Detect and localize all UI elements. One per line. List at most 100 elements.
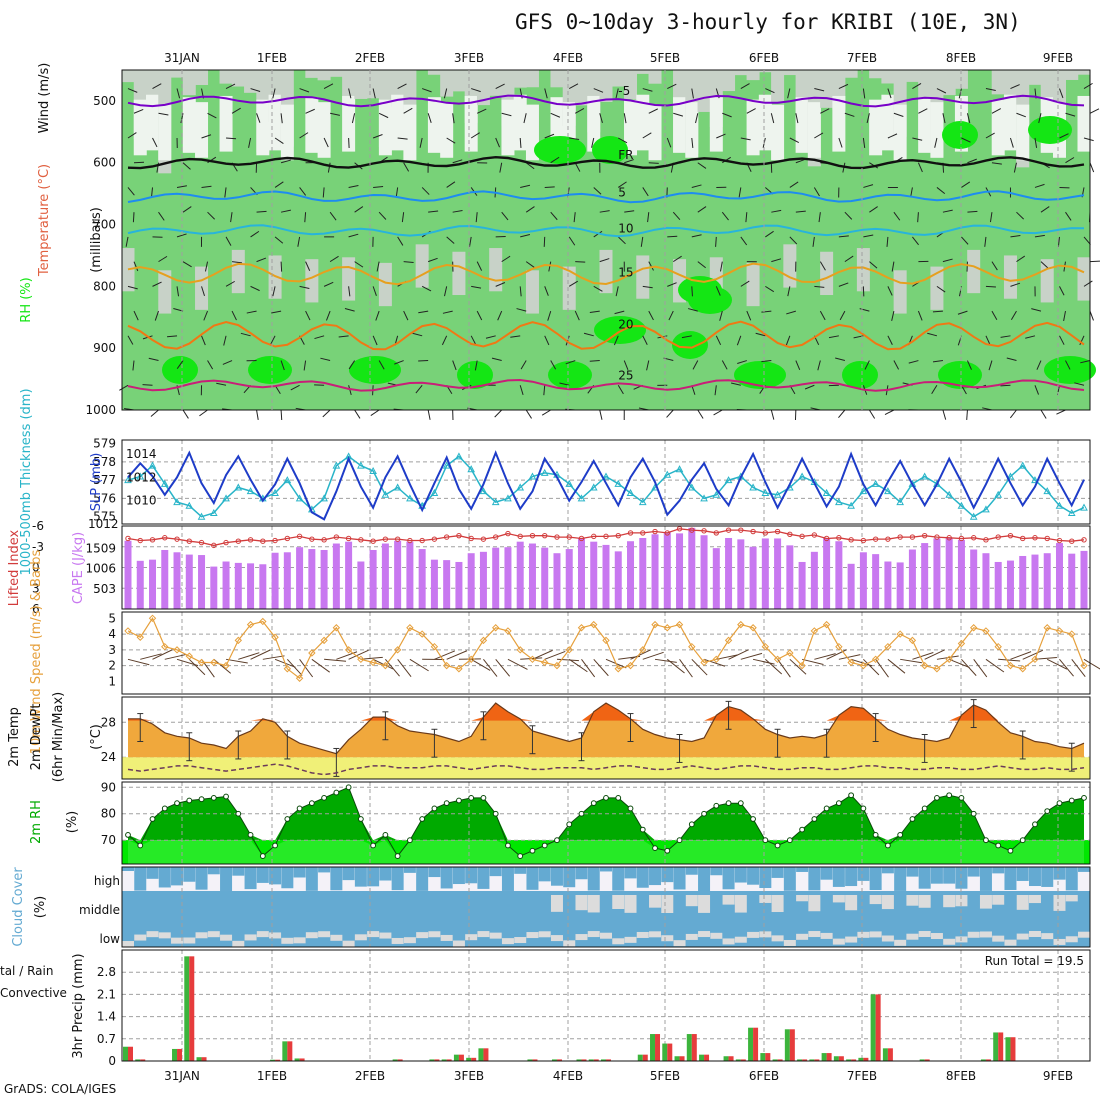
- cape-bar: [234, 562, 242, 609]
- wind-barb: [272, 286, 276, 297]
- precip-convective-bar: [642, 1054, 648, 1061]
- cloud-high-cell: [195, 867, 208, 890]
- cloud-high-cell: [158, 867, 171, 888]
- wind-speed-point: [504, 627, 512, 635]
- cape-bar: [259, 564, 267, 609]
- wind-barb: [154, 310, 159, 321]
- wind-barb: [569, 137, 580, 141]
- wind-barb: [599, 258, 610, 263]
- wind-speed-point: [234, 636, 243, 645]
- wind-barb: [623, 113, 627, 124]
- cloud-high-cell: [452, 867, 465, 885]
- lifted-index-point: [394, 536, 401, 542]
- cape-bar: [835, 541, 843, 609]
- cape-bar: [430, 559, 438, 609]
- cloud-low-gap: [820, 932, 833, 939]
- wind-barb-10m: [716, 654, 738, 660]
- wind-barb: [1089, 310, 1094, 321]
- wind-barb: [958, 88, 962, 99]
- precip-convective-bar: [740, 1059, 746, 1061]
- wind-barb: [351, 113, 356, 124]
- thickness-point: [234, 483, 243, 491]
- rh-very-dry-cell: [317, 102, 331, 158]
- cloud-low-gap: [636, 931, 649, 938]
- wind-speed-point: [1031, 655, 1039, 664]
- rh2-point: [333, 789, 340, 796]
- wind-barb: [250, 230, 260, 238]
- rh-dry-cell: [525, 70, 539, 88]
- wind-speed-point: [210, 658, 218, 667]
- cape-bar: [761, 538, 769, 609]
- lifted-index-point: [738, 527, 744, 533]
- rh2-point: [149, 816, 156, 822]
- cloud-low-gap: [575, 934, 588, 941]
- cape-bar: [406, 541, 414, 609]
- wind-barb-10m: [985, 658, 1005, 673]
- wind-barb: [329, 112, 340, 116]
- precip-total-bar: [270, 1059, 276, 1061]
- ytick-pressure: 500: [93, 94, 116, 108]
- wind-barb: [599, 113, 603, 124]
- cape-bar: [553, 553, 561, 609]
- thickness-line: [127, 455, 1085, 518]
- rh-very-dry-cell: [685, 102, 699, 158]
- lifted-index-point: [345, 535, 352, 542]
- wind-barb: [1000, 335, 1011, 338]
- rh-moist-blob: [734, 361, 786, 389]
- cape-bar: [381, 543, 389, 609]
- wind-speed-point: [442, 661, 451, 670]
- lifted-index-point: [174, 536, 180, 542]
- ytick-thickness: 576: [93, 491, 116, 505]
- cape-bar: [872, 554, 880, 609]
- lifted-index-point: [934, 534, 940, 540]
- rh-moist-blob: [842, 361, 878, 389]
- ytick-precip: 1.4: [97, 1010, 116, 1024]
- date-label-bottom: 6FEB: [749, 1069, 779, 1083]
- cloud-middle-gap: [661, 895, 674, 913]
- rh-dry-cell: [219, 70, 233, 84]
- precip-total-bar: [429, 1059, 435, 1061]
- precip-convective-bar: [667, 1043, 673, 1061]
- rh-moist-blob: [548, 361, 592, 389]
- wind-barb: [348, 137, 350, 149]
- lifted-index-point: [554, 534, 560, 540]
- isotherm-label-20: 20: [618, 317, 633, 331]
- wind-barb: [158, 112, 169, 116]
- rh2-point: [615, 794, 622, 801]
- rh2-ylabel: 2m RH: [29, 800, 44, 844]
- cloud-high-cell: [538, 867, 551, 882]
- cloud-middle-gap: [1065, 895, 1078, 902]
- cloud-low-gap: [979, 931, 992, 938]
- wind-barb: [697, 162, 707, 169]
- wind-barb: [722, 112, 732, 118]
- wind-barb: [932, 310, 943, 313]
- thickness-point: [589, 483, 598, 491]
- ytick-temp: 28: [101, 715, 116, 729]
- wind-barb: [691, 286, 693, 297]
- wind-barb: [1056, 409, 1066, 415]
- rh-very-dry-cell: [807, 102, 821, 158]
- cloud-low-gap: [501, 938, 514, 945]
- wind-speed-point: [957, 639, 966, 648]
- precip-convective-bar: [863, 1057, 869, 1061]
- wind-speed-point: [859, 661, 868, 670]
- wind-barb: [991, 162, 1002, 165]
- thickness-point: [516, 483, 525, 491]
- wind-barb: [519, 385, 524, 395]
- lifted-index-point: [578, 535, 585, 542]
- wind-speed-point: [222, 661, 230, 670]
- thickness-point: [749, 483, 757, 491]
- wind-speed-point: [295, 674, 304, 682]
- precip-convective-bar: [789, 1029, 795, 1061]
- rh-very-dry-cell: [280, 104, 294, 161]
- cape-bar: [884, 561, 892, 609]
- wind-barb: [599, 409, 603, 420]
- cloud-low-gap: [122, 941, 134, 947]
- cloud-low-gap: [440, 934, 453, 941]
- cloud-low-gap: [207, 931, 220, 938]
- wind-barb-10m: [299, 659, 314, 678]
- wind-barb: [991, 108, 1001, 114]
- wind-barb-10m: [1022, 649, 1043, 660]
- wind-barb: [624, 159, 634, 164]
- cloud-low-gap: [330, 934, 343, 941]
